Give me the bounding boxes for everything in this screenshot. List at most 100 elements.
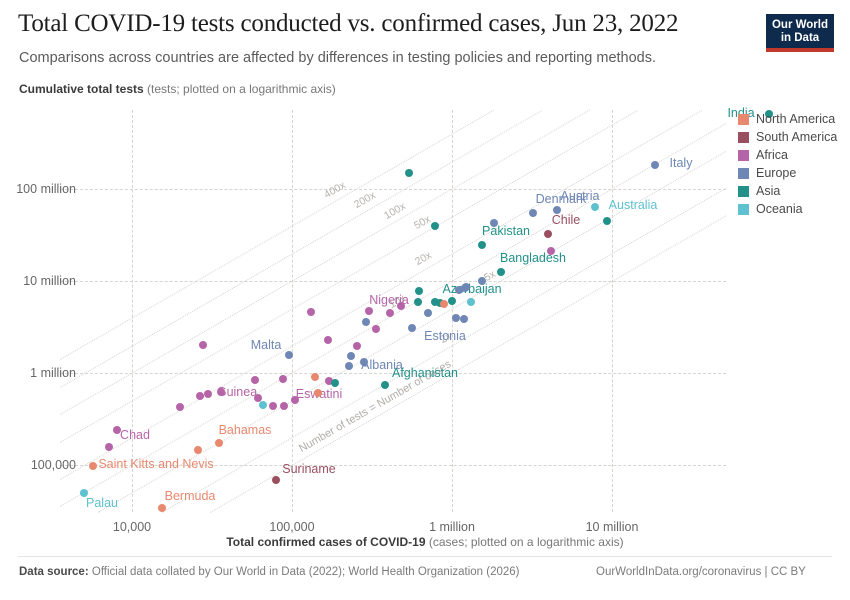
data-point-label-denmark: Denmark (535, 192, 587, 206)
data-point[interactable] (204, 390, 212, 398)
data-point-albania[interactable] (345, 362, 353, 370)
data-point[interactable] (269, 402, 277, 410)
data-point-palau[interactable] (80, 489, 88, 497)
data-point-bangladesh[interactable] (497, 268, 505, 276)
ratio-label-400x: 400x (322, 178, 349, 201)
page-subtitle: Comparisons across countries are affecte… (19, 50, 657, 66)
data-point[interactable] (259, 401, 267, 409)
data-point[interactable] (113, 426, 121, 434)
x-axis-tick-1: 100,000 (269, 520, 315, 534)
data-point-label-chad: Chad (120, 428, 150, 442)
data-point[interactable] (478, 277, 486, 285)
legend-item-label: Africa (756, 148, 788, 162)
y-axis-tick-2: 10 million (23, 274, 76, 288)
data-point[interactable] (372, 325, 380, 333)
data-point-saint-kitts-and-nevis[interactable] (89, 462, 97, 470)
data-point-denmark[interactable] (529, 209, 537, 217)
data-point-india[interactable] (765, 110, 773, 118)
data-point-bermuda[interactable] (158, 504, 166, 512)
x-axis-label: Total confirmed cases of COVID-19 (cases… (0, 535, 850, 549)
data-point[interactable] (360, 358, 368, 366)
data-point[interactable] (217, 388, 225, 396)
data-point[interactable] (353, 342, 361, 350)
data-point[interactable] (314, 389, 322, 397)
data-point[interactable] (547, 247, 555, 255)
data-point[interactable] (279, 375, 287, 383)
data-point-label-malta: Malta (250, 338, 282, 352)
owid-logo[interactable]: Our World in Data (766, 14, 834, 52)
legend-swatch-icon (738, 185, 749, 197)
data-point[interactable] (452, 314, 460, 322)
data-point-australia[interactable] (591, 203, 599, 211)
data-point[interactable] (196, 392, 204, 400)
data-point-label-bermuda: Bermuda (164, 489, 216, 503)
legend-swatch-icon (738, 203, 749, 215)
data-point[interactable] (455, 286, 463, 294)
data-point-label-saint-kitts-and-nevis: Saint Kitts and Nevis (98, 457, 214, 471)
data-point[interactable] (431, 222, 439, 230)
data-point[interactable] (280, 402, 288, 410)
data-point-afghanistan[interactable] (381, 381, 389, 389)
data-point[interactable] (324, 336, 332, 344)
data-point-label-estonia: Estonia (424, 329, 466, 343)
data-point[interactable] (424, 309, 432, 317)
data-point-austria[interactable] (553, 206, 561, 214)
data-point-label-bahamas: Bahamas (218, 423, 272, 437)
y-gridline (60, 373, 726, 374)
legend-item-asia[interactable]: Asia (738, 182, 837, 200)
y-axis-tick-1: 1 million (30, 366, 76, 380)
legend-item-europe[interactable]: Europe (738, 164, 837, 182)
legend-item-north-america[interactable]: North America (738, 110, 837, 128)
data-point[interactable] (362, 318, 370, 326)
data-point-bahamas[interactable] (215, 439, 223, 447)
data-point[interactable] (325, 377, 333, 385)
data-point-pakistan[interactable] (478, 241, 486, 249)
data-point-nigeria[interactable] (386, 309, 394, 317)
data-point[interactable] (431, 298, 439, 306)
data-point[interactable] (440, 300, 448, 308)
data-point[interactable] (467, 298, 475, 306)
data-point[interactable] (448, 297, 456, 305)
data-point-label-bangladesh: Bangladesh (499, 251, 567, 265)
data-point[interactable] (397, 302, 405, 310)
legend-item-africa[interactable]: Africa (738, 146, 837, 164)
y-gridline (60, 465, 726, 466)
data-point[interactable] (176, 403, 184, 411)
data-point[interactable] (365, 307, 373, 315)
data-point[interactable] (603, 217, 611, 225)
data-point[interactable] (490, 219, 498, 227)
data-point-malta[interactable] (285, 351, 293, 359)
legend-item-label: North America (756, 112, 836, 126)
data-point[interactable] (405, 169, 413, 177)
data-point-label-azerbaijan: Azerbaijan (442, 282, 502, 296)
data-point-chile[interactable] (544, 230, 552, 238)
legend-item-label: Oceania (756, 202, 803, 216)
data-point-eswatini[interactable] (291, 396, 299, 404)
y-axis-tick-3: 100 million (16, 182, 76, 196)
legend-item-oceania[interactable]: Oceania (738, 200, 837, 218)
data-point[interactable] (307, 308, 315, 316)
data-point-estonia[interactable] (408, 324, 416, 332)
data-point[interactable] (347, 352, 355, 360)
ratio-label-100x: 100x (382, 199, 408, 222)
y-axis-note: Cumulative total tests (tests; plotted o… (19, 82, 336, 96)
x-axis-tick-2: 1 million (429, 520, 475, 534)
data-point-suriname[interactable] (272, 476, 280, 484)
data-point[interactable] (415, 287, 423, 295)
data-point[interactable] (251, 376, 259, 384)
data-point-italy[interactable] (651, 161, 659, 169)
data-point[interactable] (414, 298, 422, 306)
data-point[interactable] (194, 446, 202, 454)
data-point[interactable] (331, 379, 339, 387)
x-axis-label-bold: Total confirmed cases of COVID-19 (226, 535, 426, 549)
data-point[interactable] (462, 283, 470, 291)
data-point-guinea[interactable] (254, 394, 262, 402)
legend-item-south-america[interactable]: South America (738, 128, 837, 146)
data-point-chad[interactable] (105, 443, 113, 451)
data-point[interactable] (199, 341, 207, 349)
data-point[interactable] (460, 315, 468, 323)
data-point[interactable] (311, 373, 319, 381)
y-axis-note-rest: (tests; plotted on a logarithmic axis) (147, 82, 336, 96)
scatter-plot-area: 100,000 1 million 10 million 100 million 10,… (0, 100, 850, 534)
